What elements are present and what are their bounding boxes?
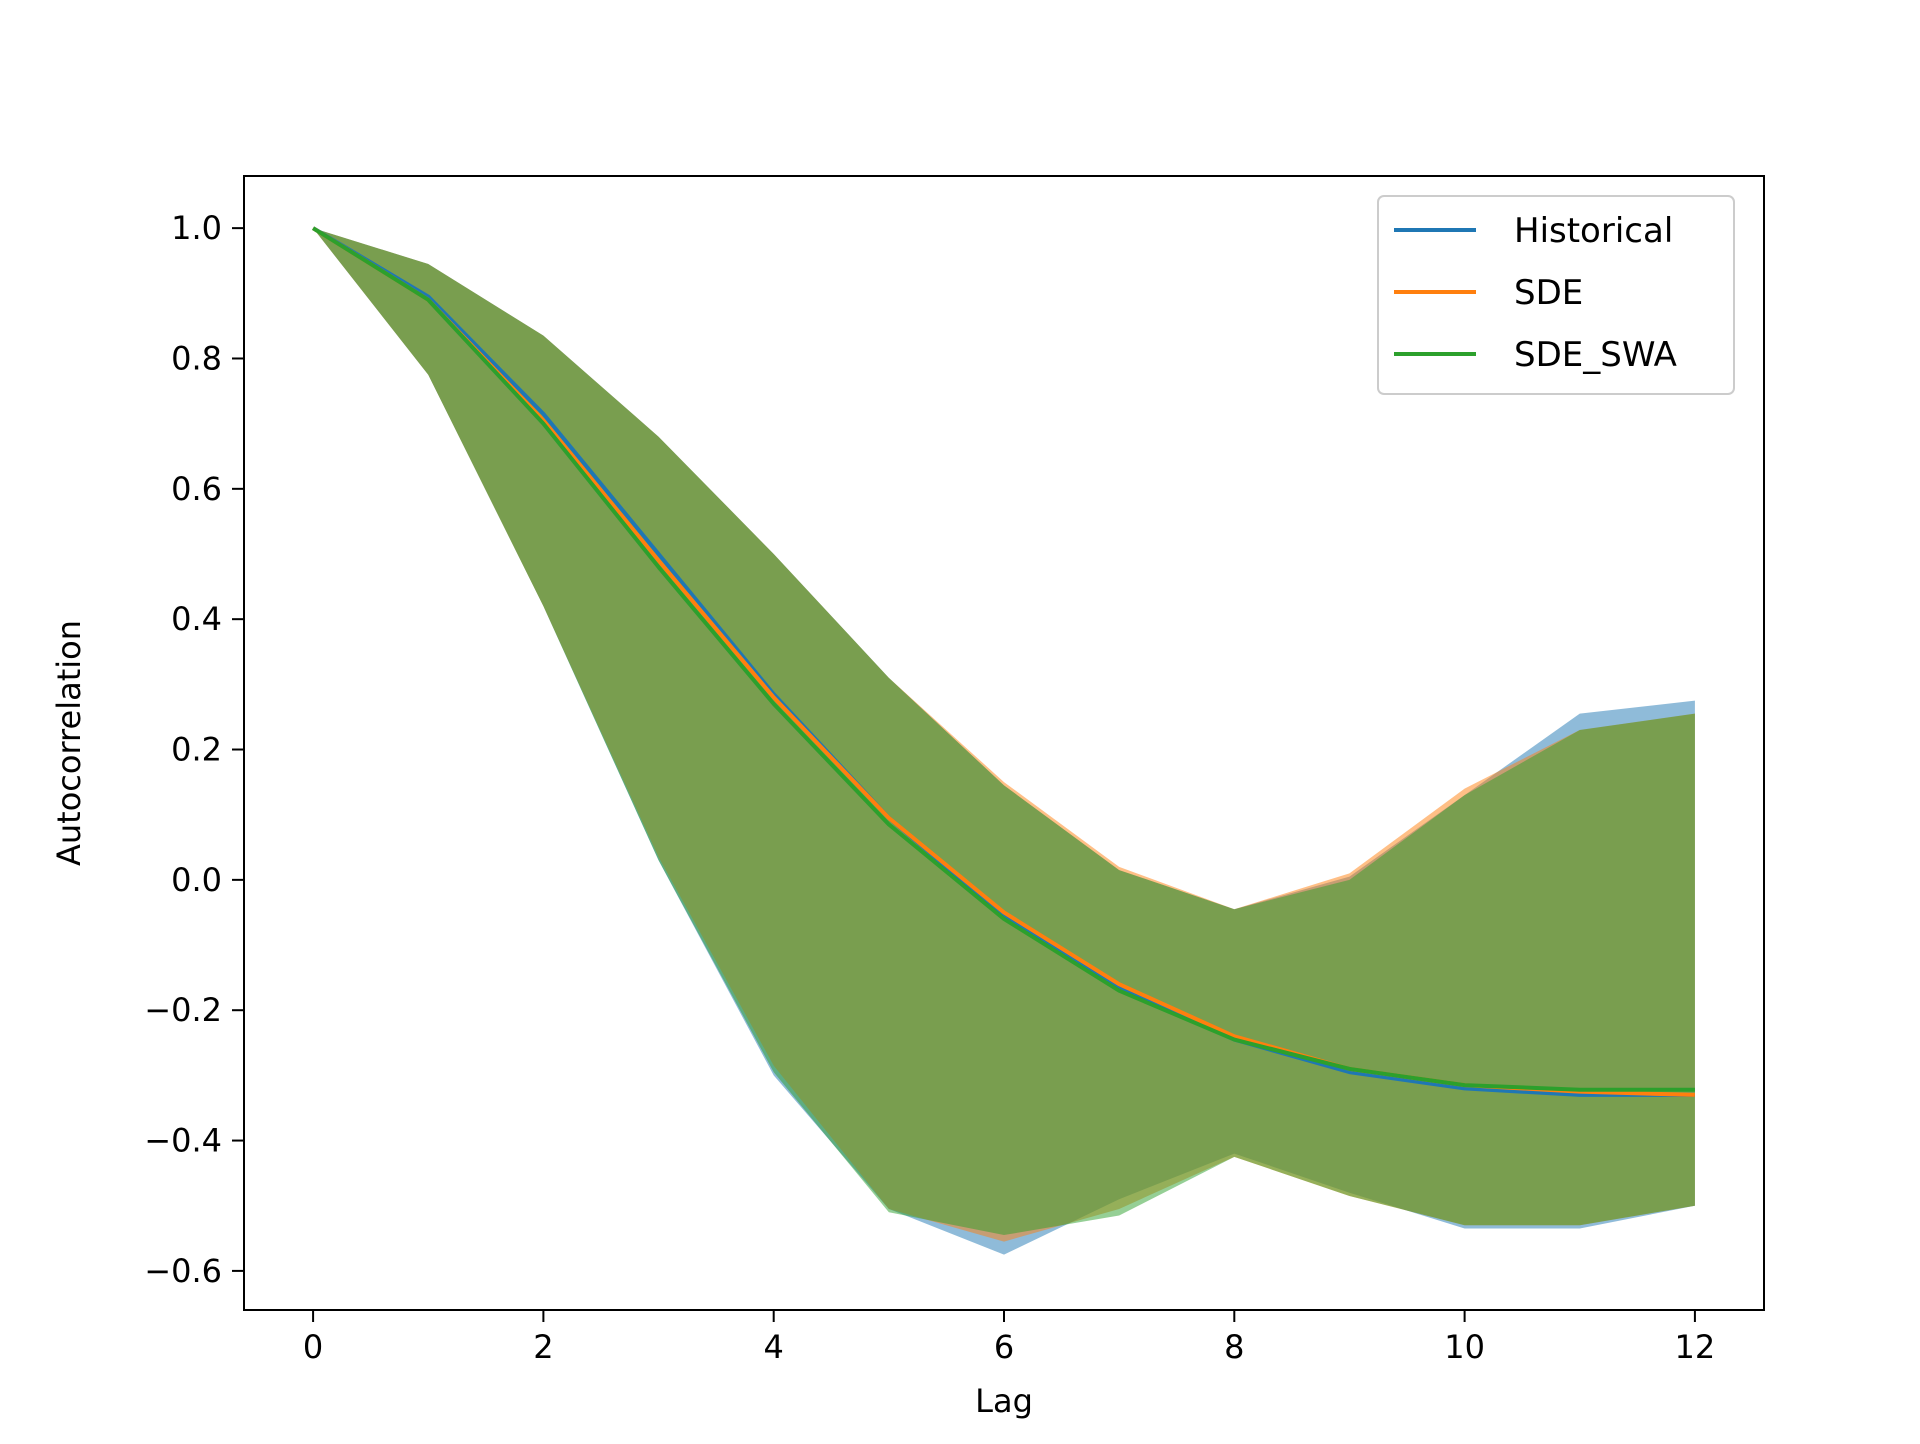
- x-tick-label: 0: [303, 1328, 323, 1366]
- series-line-sde-swa: [312, 226, 1695, 1092]
- y-axis: 1.0 0.8 0.6 0.4 0.2 0.0 −0.2 −0.4 −0.6: [144, 209, 244, 1290]
- legend-box: [1377, 195, 1735, 395]
- y-tick-label: −0.4: [144, 1122, 222, 1160]
- y-tick-label: 0.0: [171, 861, 222, 899]
- confidence-band-sde-swa: [313, 228, 1695, 1236]
- legend: Historical SDE SDE_SWA: [1377, 195, 1735, 395]
- x-tick-label: 2: [533, 1328, 553, 1366]
- confidence-bands: [313, 228, 1695, 1255]
- legend-label-sde: SDE: [1514, 273, 1583, 313]
- y-tick-label: −0.6: [144, 1252, 222, 1290]
- legend-label-historical: Historical: [1514, 211, 1673, 251]
- x-tick-label: 12: [1675, 1328, 1716, 1366]
- x-tick-label: 4: [764, 1328, 784, 1366]
- x-tick-label: 8: [1224, 1328, 1244, 1366]
- y-tick-label: 1.0: [171, 209, 222, 247]
- legend-label-sde-swa: SDE_SWA: [1514, 335, 1677, 375]
- x-axis-label: Lag: [975, 1382, 1033, 1420]
- x-tick-label: 6: [994, 1328, 1014, 1366]
- y-tick-label: 0.6: [171, 470, 222, 508]
- y-tick-label: 0.2: [171, 731, 222, 769]
- series-line-historical: [312, 226, 1695, 1097]
- y-tick-label: −0.2: [144, 991, 222, 1029]
- x-axis: 0 2 4 6 8 10 12: [303, 1310, 1715, 1366]
- y-tick-label: 0.8: [171, 339, 222, 377]
- x-tick-label: 10: [1444, 1328, 1485, 1366]
- y-tick-label: 0.4: [171, 600, 222, 638]
- series-lines: [312, 226, 1695, 1097]
- y-axis-label: Autocorrelation: [50, 620, 88, 866]
